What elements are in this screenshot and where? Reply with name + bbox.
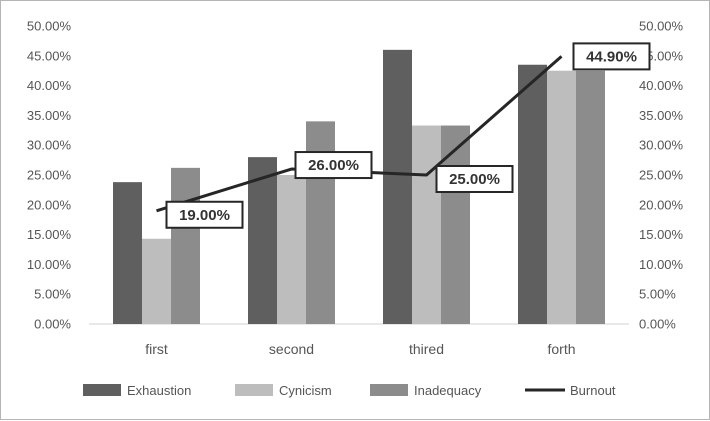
y-tick-right: 15.00% [639, 227, 684, 242]
y-tick-left: 15.00% [27, 227, 72, 242]
y-tick-right: 25.00% [639, 168, 684, 183]
data-label: 25.00% [449, 171, 500, 188]
y-tick-right: 35.00% [639, 108, 684, 123]
x-tick-label: forth [547, 341, 575, 357]
legend-swatch-cynicism [235, 384, 273, 396]
legend-label: Burnout [570, 383, 616, 398]
data-label-box [572, 42, 651, 71]
legend-swatch-inadequacy [370, 384, 408, 396]
x-tick-label: first [145, 341, 168, 357]
bar-inadequacy-thired [441, 125, 470, 324]
y-tick-left: 0.00% [34, 317, 71, 332]
y-tick-left: 35.00% [27, 108, 72, 123]
y-tick-right: 50.00% [639, 19, 684, 34]
y-tick-left: 10.00% [27, 257, 72, 272]
data-label-box [294, 151, 373, 180]
bar-exhaustion-thired [383, 49, 412, 325]
bar-exhaustion-first [113, 182, 142, 324]
y-tick-right: 5.00% [639, 287, 676, 302]
bar-exhaustion-second [248, 157, 277, 324]
x-tick-label: thired [409, 341, 444, 357]
legend-label: Inadequacy [414, 383, 482, 398]
data-label-box [435, 165, 514, 193]
y-tick-left: 45.00% [27, 48, 72, 63]
category-labels: first second thired forth [145, 341, 575, 357]
bar-inadequacy-forth [576, 70, 605, 324]
y-tick-left: 20.00% [27, 197, 72, 212]
bar-cynicism-first [142, 238, 171, 324]
right-axis: 0.00% 5.00% 10.00% 15.00% 20.00% 25.00% 30.00%… [639, 19, 684, 332]
bar-cynicism-second [277, 175, 306, 324]
legend-label: Cynicism [279, 383, 332, 398]
y-tick-left: 5.00% [34, 287, 71, 302]
y-tick-right: 30.00% [639, 138, 684, 153]
y-tick-left: 50.00% [27, 19, 72, 34]
data-labels-group: 19.00% 26.00% 25.00% 44.90% [165, 42, 651, 229]
bar-inadequacy-first [171, 167, 200, 324]
y-tick-right: 20.00% [639, 197, 684, 212]
y-tick-left: 40.00% [27, 78, 72, 93]
legend: Exhaustion Cynicism Inadequacy Burnout [83, 383, 616, 398]
bar-cynicism-thired [412, 125, 441, 324]
data-label: 44.90% [586, 48, 637, 65]
data-label-box [165, 200, 244, 229]
y-tick-right: 10.00% [639, 257, 684, 272]
y-tick-right: 0.00% [639, 317, 676, 332]
left-axis: 0.00% 5.00% 10.00% 15.00% 20.00% 25.00% 30.00%… [27, 19, 72, 332]
y-tick-left: 30.00% [27, 138, 72, 153]
legend-swatch-exhaustion [83, 384, 121, 396]
bar-cynicism-forth [547, 70, 576, 324]
data-label: 26.00% [308, 157, 359, 174]
legend-label: Exhaustion [127, 383, 191, 398]
x-tick-label: second [269, 341, 314, 357]
bar-exhaustion-forth [518, 64, 547, 325]
bars-group [113, 49, 605, 325]
y-tick-right: 40.00% [639, 78, 684, 93]
data-label: 19.00% [179, 207, 230, 224]
y-tick-left: 25.00% [27, 168, 72, 183]
